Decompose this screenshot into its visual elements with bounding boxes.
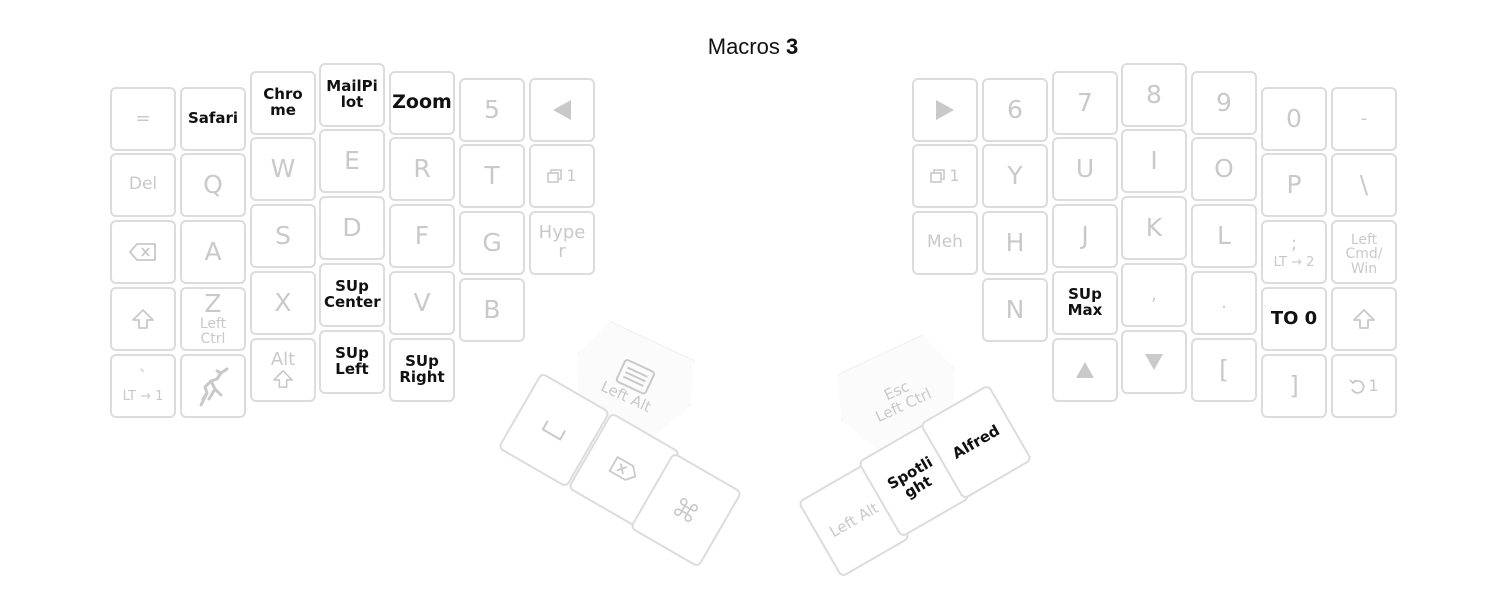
key-rbracket[interactable]: ] xyxy=(1261,354,1327,418)
key-comma[interactable]: , xyxy=(1121,263,1187,327)
key-backslash[interactable]: \ xyxy=(1331,153,1397,217)
delete-icon xyxy=(608,455,637,481)
backspace-icon xyxy=(129,243,156,261)
key-media-next[interactable] xyxy=(912,78,978,142)
down-icon xyxy=(1145,354,1163,370)
keyboard-icon xyxy=(613,356,657,397)
key-sup-left[interactable]: SUp Left xyxy=(319,330,385,394)
key-9[interactable]: 9 xyxy=(1191,71,1257,135)
key-e[interactable]: E xyxy=(319,129,385,193)
key-sup-right[interactable]: SUp Right xyxy=(389,338,455,402)
key-6[interactable]: 6 xyxy=(982,78,1048,142)
key-logo[interactable] xyxy=(180,354,246,418)
key-k[interactable]: K xyxy=(1121,196,1187,260)
key-q[interactable]: Q xyxy=(180,153,246,217)
key-8[interactable]: 8 xyxy=(1121,63,1187,127)
key-to-0[interactable]: TO 0 xyxy=(1261,287,1327,351)
key-layer-1-right[interactable]: 1 xyxy=(912,144,978,208)
key-j[interactable]: J xyxy=(1052,204,1118,268)
key-shift-right[interactable] xyxy=(1331,287,1397,351)
command-icon xyxy=(674,498,698,522)
key-u[interactable]: U xyxy=(1052,137,1118,201)
key-7[interactable]: 7 xyxy=(1052,71,1118,135)
key-0[interactable]: 0 xyxy=(1261,87,1327,151)
key-p[interactable]: P xyxy=(1261,153,1327,217)
shift-icon xyxy=(1353,309,1375,329)
key-5[interactable]: 5 xyxy=(459,78,525,142)
key-sup-max[interactable]: SUp Max xyxy=(1052,271,1118,335)
key-t[interactable]: T xyxy=(459,144,525,208)
key-i[interactable]: I xyxy=(1121,129,1187,193)
key-up[interactable] xyxy=(1052,338,1118,402)
key-layer-1-left[interactable]: 1 xyxy=(529,144,595,208)
key-r[interactable]: R xyxy=(389,137,455,201)
key-grave[interactable]: ` LT → 1 xyxy=(110,354,176,418)
key-v[interactable]: V xyxy=(389,271,455,335)
key-z[interactable]: Z Left Ctrl xyxy=(180,287,246,351)
key-alt-shift[interactable]: Alt xyxy=(250,338,316,402)
key-x[interactable]: X xyxy=(250,271,316,335)
thumb-command[interactable] xyxy=(629,451,743,569)
right-triangle-icon xyxy=(936,100,954,120)
key-n[interactable]: N xyxy=(982,278,1048,342)
ibex-logo-icon xyxy=(199,367,229,407)
key-undo-layer[interactable]: 1 xyxy=(1331,354,1397,418)
shift-icon xyxy=(132,309,154,329)
key-minus[interactable]: - xyxy=(1331,87,1397,151)
thumb-space[interactable] xyxy=(497,371,611,489)
key-h[interactable]: H xyxy=(982,211,1048,275)
key-chrome[interactable]: Chrome xyxy=(250,71,316,135)
undo-icon xyxy=(1349,379,1365,394)
key-shift-left[interactable] xyxy=(110,287,176,351)
key-mailpilot[interactable]: MailPilot xyxy=(319,63,385,127)
space-icon xyxy=(541,420,567,441)
key-zoom[interactable]: Zoom xyxy=(389,71,455,135)
key-b[interactable]: B xyxy=(459,278,525,342)
key-o[interactable]: O xyxy=(1191,137,1257,201)
key-sup-center[interactable]: SUp Center xyxy=(319,263,385,327)
layer-icon xyxy=(930,169,946,183)
layer-icon xyxy=(547,169,563,183)
key-backspace[interactable] xyxy=(110,220,176,284)
key-meh[interactable]: Meh xyxy=(912,211,978,275)
key-period[interactable]: . xyxy=(1191,271,1257,335)
key-s[interactable]: S xyxy=(250,204,316,268)
thumb-left-alt-tall[interactable]: Left Alt xyxy=(556,314,709,453)
layout-title: Macros 3 xyxy=(707,34,799,59)
key-down[interactable] xyxy=(1121,330,1187,394)
key-semicolon[interactable]: ; LT → 2 xyxy=(1261,220,1327,284)
key-f[interactable]: F xyxy=(389,204,455,268)
key-a[interactable]: A xyxy=(180,220,246,284)
key-quote[interactable]: ' Left Cmd/ Win xyxy=(1331,220,1397,284)
left-triangle-icon xyxy=(553,100,571,120)
up-icon xyxy=(1076,362,1094,378)
key-y[interactable]: Y xyxy=(982,144,1048,208)
key-del[interactable]: Del xyxy=(110,153,176,217)
key-d[interactable]: D xyxy=(319,196,385,260)
shift-icon xyxy=(273,370,293,389)
key-safari[interactable]: Safari xyxy=(180,87,246,151)
key-lbracket[interactable]: [ xyxy=(1191,338,1257,402)
key-media-prev[interactable] xyxy=(529,78,595,142)
key-g[interactable]: G xyxy=(459,211,525,275)
key-l[interactable]: L xyxy=(1191,204,1257,268)
key-hyper[interactable]: Hyper xyxy=(529,211,595,275)
key-equals[interactable]: = xyxy=(110,87,176,151)
thumb-delete[interactable] xyxy=(567,411,681,529)
key-w[interactable]: W xyxy=(250,137,316,201)
